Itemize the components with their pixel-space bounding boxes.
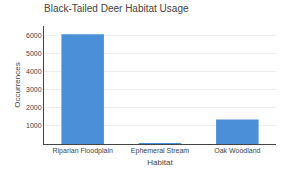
svg-text:2000: 2000 [26, 104, 42, 111]
svg-text:5000: 5000 [26, 50, 42, 57]
svg-text:1000: 1000 [26, 122, 42, 129]
svg-text:6000: 6000 [26, 32, 42, 39]
svg-text:Ephemeral Stream: Ephemeral Stream [131, 147, 190, 155]
svg-text:Black-Tailed Deer Habitat Usag: Black-Tailed Deer Habitat Usage [44, 3, 189, 14]
svg-text:3000: 3000 [26, 86, 42, 93]
svg-text:Occurrences: Occurrences [13, 62, 22, 107]
svg-text:4000: 4000 [26, 68, 42, 75]
svg-text:Habitat: Habitat [147, 158, 173, 167]
svg-text:Riparian Floodplain: Riparian Floodplain [53, 147, 113, 155]
svg-text:Oak Woodland: Oak Woodland [214, 147, 260, 154]
